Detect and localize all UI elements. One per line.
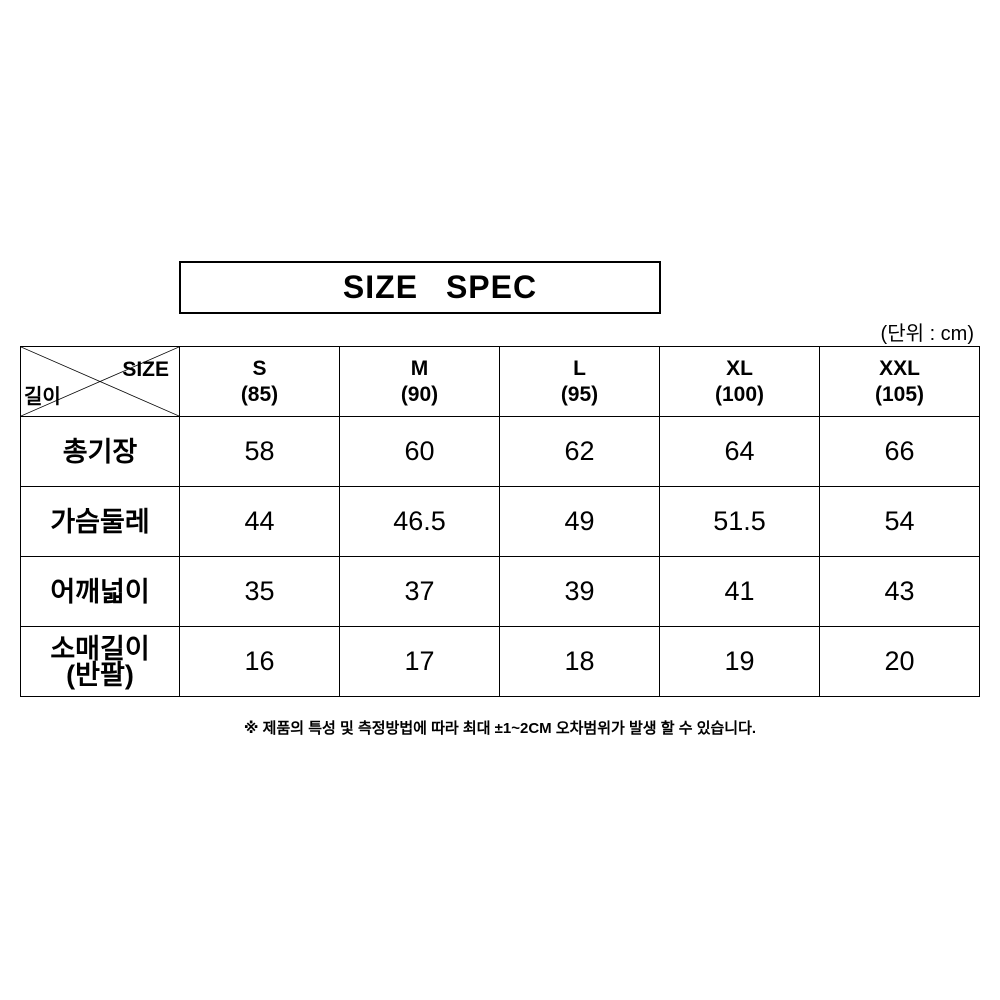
size-number: (105) — [874, 382, 925, 406]
size-name: M — [410, 356, 429, 380]
row-label: 어깨넓이 — [20, 556, 180, 627]
size-name: XL — [726, 356, 753, 380]
corner-size-label: SIZE — [122, 358, 169, 381]
value-cell: 18 — [499, 626, 660, 697]
value-cell: 41 — [659, 556, 820, 627]
measurement-note: ※ 제품의 특성 및 측정방법에 따라 최대 ±1~2CM 오차범위가 발생 할… — [243, 720, 757, 737]
corner-length-label: 길이 — [24, 386, 61, 408]
page-title: SIZE SPEC — [342, 269, 538, 305]
value-cell: 16 — [179, 626, 340, 697]
value-cell: 39 — [499, 556, 660, 627]
size-spec-table: SIZE 길이 S (85) M (90) L (95) XL (100) XXL (10… — [20, 346, 980, 697]
value-cell: 49 — [499, 486, 660, 557]
corner-cell: SIZE 길이 — [20, 346, 180, 417]
table-row: 어깨넓이 35 37 39 41 43 — [20, 556, 980, 627]
value-cell: 17 — [339, 626, 500, 697]
size-header: L (95) — [499, 346, 660, 417]
value-cell: 19 — [659, 626, 820, 697]
size-name: L — [573, 356, 586, 380]
value-cell: 62 — [499, 416, 660, 487]
row-label: 소매길이 (반팔) — [20, 626, 180, 697]
unit-label: (단위 : cm) — [880, 323, 974, 345]
table-header-row: SIZE 길이 S (85) M (90) L (95) XL (100) XXL (10… — [20, 346, 980, 417]
row-label-text: 총기장 — [62, 436, 138, 467]
value-cell: 51.5 — [659, 486, 820, 557]
value-cell: 44 — [179, 486, 340, 557]
value-cell: 60 — [339, 416, 500, 487]
table-row: 가슴둘레 44 46.5 49 51.5 54 — [20, 486, 980, 557]
row-label-text: 가슴둘레 — [50, 506, 150, 537]
size-name: XXL — [879, 356, 920, 380]
row-label-text: 소매길이 — [50, 633, 150, 664]
row-label-text: 어깨넓이 — [50, 576, 150, 607]
value-cell: 66 — [819, 416, 980, 487]
size-header: S (85) — [179, 346, 340, 417]
size-number: (95) — [560, 382, 599, 406]
diagonal-lines — [21, 347, 179, 416]
value-cell: 64 — [659, 416, 820, 487]
size-number: (100) — [714, 382, 765, 406]
table-row: 총기장 58 60 62 64 66 — [20, 416, 980, 487]
value-cell: 20 — [819, 626, 980, 697]
row-label-subtext: (반팔) — [66, 659, 134, 690]
value-cell: 37 — [339, 556, 500, 627]
value-cell: 46.5 — [339, 486, 500, 557]
table-row: 소매길이 (반팔) 16 17 18 19 20 — [20, 626, 980, 697]
value-cell: 35 — [179, 556, 340, 627]
value-cell: 54 — [819, 486, 980, 557]
size-number: (90) — [400, 382, 439, 406]
row-label: 총기장 — [20, 416, 180, 487]
title-box: SIZE SPEC — [179, 261, 661, 314]
row-label: 가슴둘레 — [20, 486, 180, 557]
size-header: XL (100) — [659, 346, 820, 417]
size-header: M (90) — [339, 346, 500, 417]
value-cell: 58 — [179, 416, 340, 487]
size-name: S — [252, 356, 267, 380]
size-header: XXL (105) — [819, 346, 980, 417]
value-cell: 43 — [819, 556, 980, 627]
size-number: (85) — [240, 382, 279, 406]
